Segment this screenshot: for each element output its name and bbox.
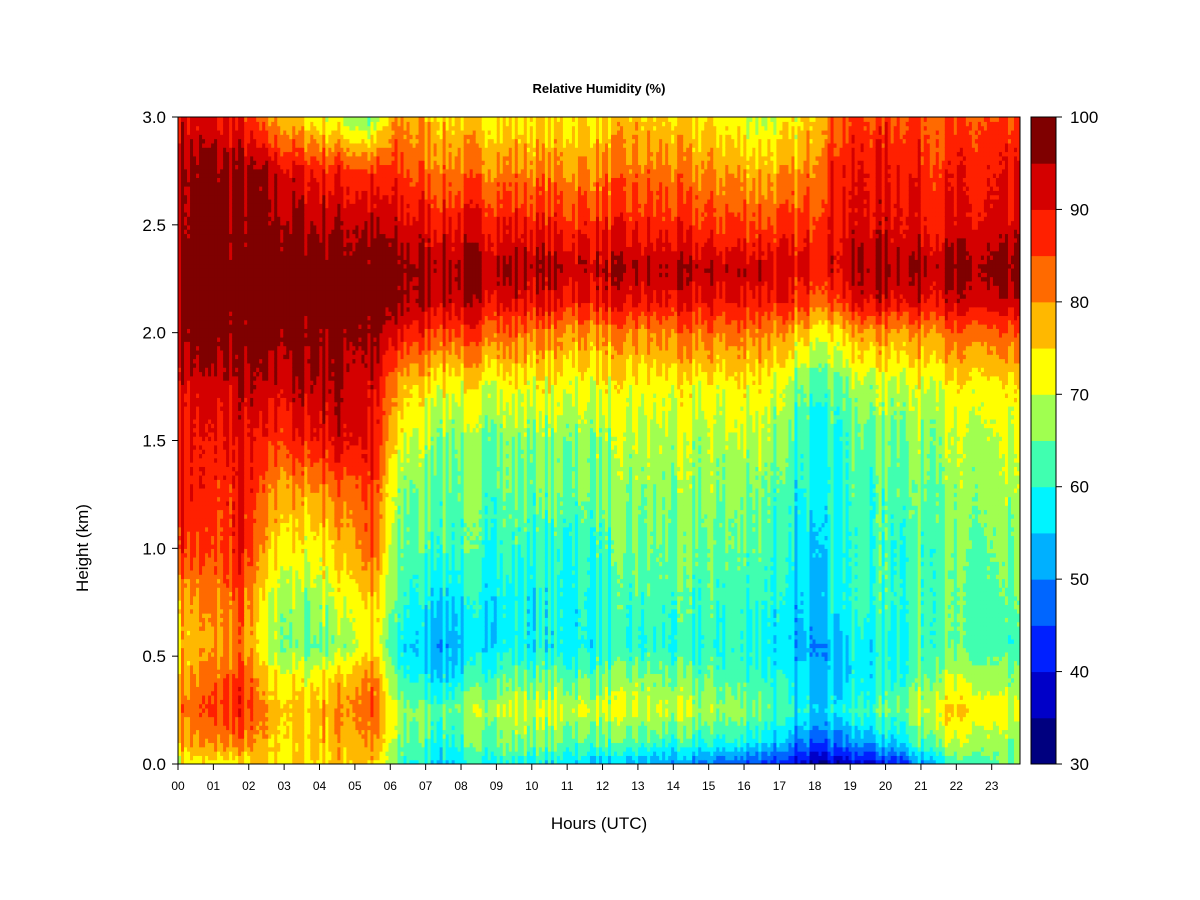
heatmap-plot-area [178, 117, 1021, 765]
